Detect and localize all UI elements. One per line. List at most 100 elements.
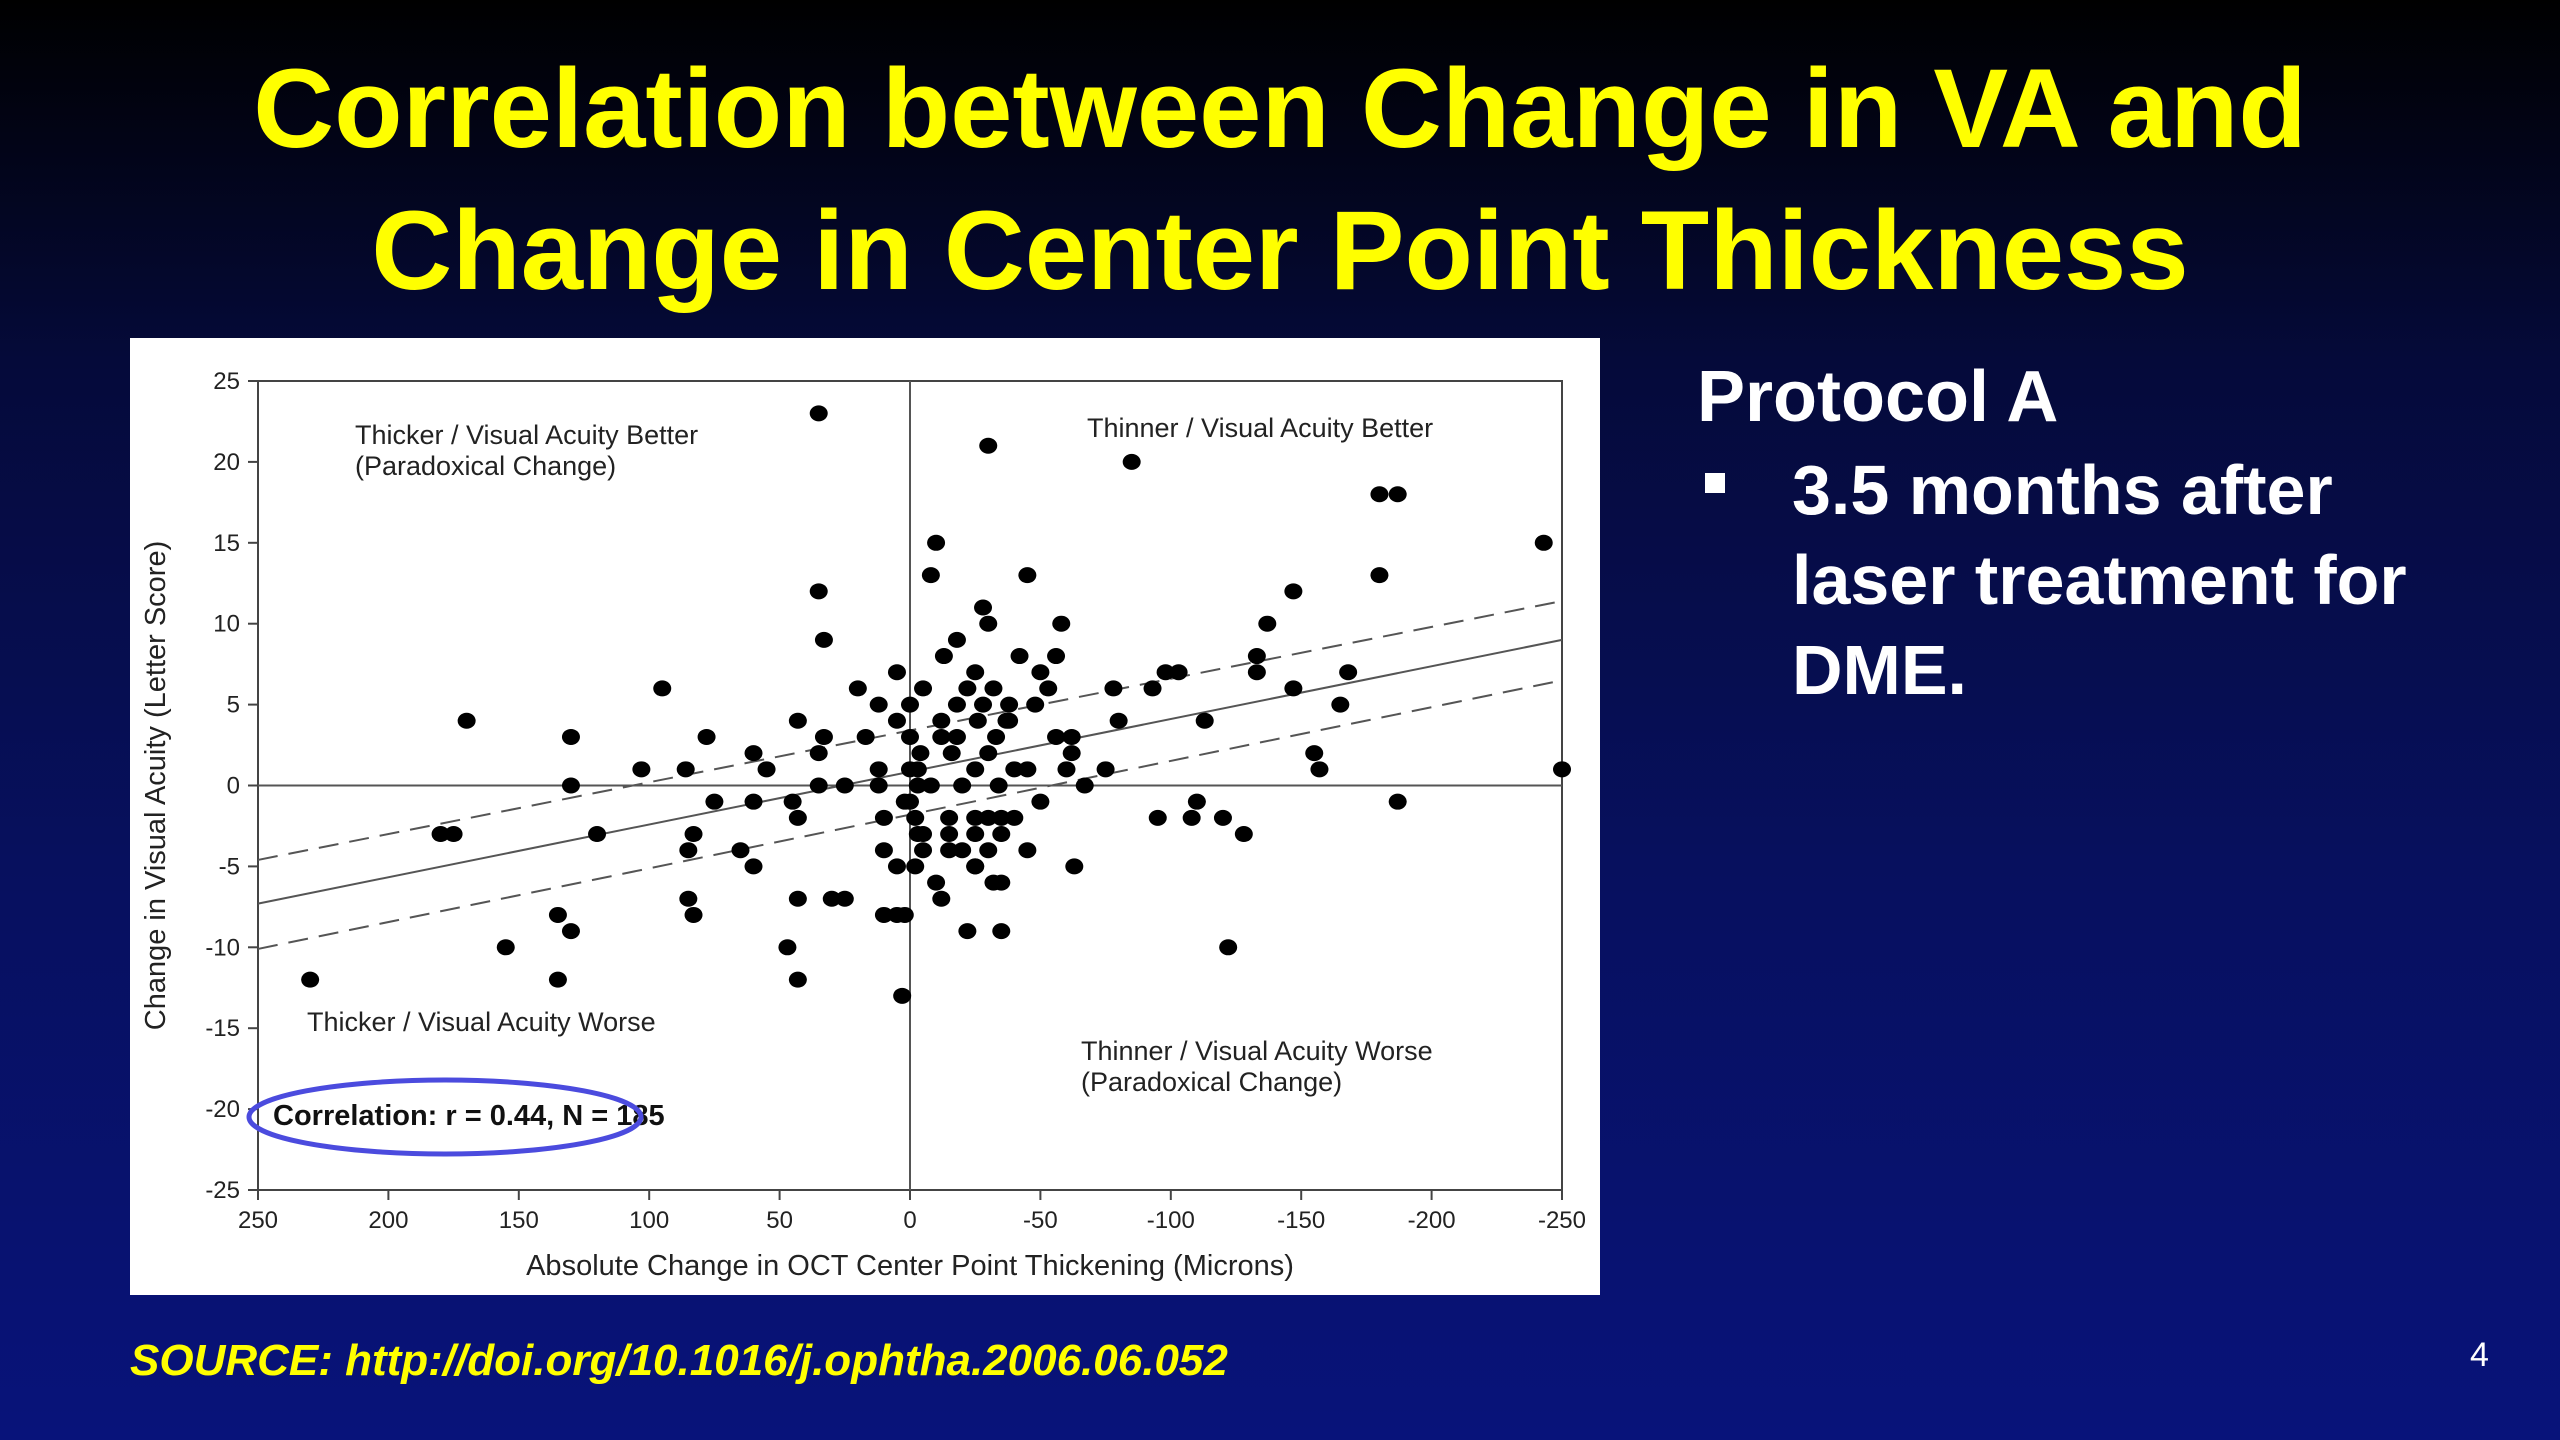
data-point — [679, 890, 698, 907]
data-point — [835, 777, 854, 794]
data-point — [1018, 761, 1037, 778]
data-point — [1284, 680, 1303, 697]
data-point — [731, 842, 750, 859]
data-point — [632, 761, 651, 778]
x-tick-label: 100 — [629, 1207, 669, 1234]
x-tick-label: 150 — [499, 1207, 539, 1234]
data-point — [968, 712, 987, 729]
data-point — [908, 826, 927, 843]
data-point — [940, 842, 959, 859]
data-point — [895, 906, 914, 923]
x-axis-label: Absolute Change in OCT Center Point Thic… — [526, 1250, 1294, 1282]
data-point — [778, 939, 797, 956]
data-point — [984, 680, 1003, 697]
correlation-annotation: Correlation: r = 0.44, N = 185 — [273, 1100, 665, 1132]
data-point — [947, 728, 966, 745]
y-tick-label: 20 — [213, 449, 240, 476]
data-point — [1156, 664, 1175, 681]
data-point — [1018, 567, 1037, 584]
data-point — [788, 890, 807, 907]
title-line-1: Correlation between Change in VA and — [253, 46, 2307, 171]
data-point — [788, 971, 807, 988]
data-point — [1247, 664, 1266, 681]
data-point — [744, 745, 763, 762]
data-point — [979, 745, 998, 762]
data-point — [783, 793, 802, 810]
data-point — [966, 809, 985, 826]
data-point — [934, 648, 953, 665]
data-point — [814, 728, 833, 745]
data-point — [979, 809, 998, 826]
data-point — [992, 874, 1011, 891]
data-point — [431, 826, 450, 843]
data-point — [901, 696, 919, 713]
x-tick-label: -100 — [1147, 1207, 1195, 1234]
data-point — [921, 777, 940, 794]
data-point — [874, 906, 893, 923]
data-point — [1018, 842, 1037, 859]
data-point — [809, 583, 828, 600]
quadrant-label-bottom-left: Thicker / Visual Acuity Worse — [307, 1007, 656, 1037]
slide-title: Correlation between Change in VA and Cha… — [0, 38, 2560, 322]
data-point — [1388, 486, 1407, 503]
data-point — [676, 761, 695, 778]
data-point — [947, 631, 966, 648]
quadrant-label-bottom-right: Thinner / Visual Acuity Worse — [1081, 1036, 1433, 1066]
data-point — [932, 712, 951, 729]
data-point — [1122, 453, 1141, 470]
x-tick-label: 250 — [238, 1207, 278, 1234]
data-point — [457, 712, 476, 729]
quadrant-label-top-left: (Paradoxical Change) — [355, 451, 616, 481]
data-point — [1047, 728, 1066, 745]
data-point — [1039, 680, 1058, 697]
data-point — [1370, 486, 1389, 503]
x-tick-label: 0 — [903, 1207, 916, 1234]
bullet-text: 3.5 months after laser treatment for DME… — [1792, 451, 2407, 709]
data-point — [958, 923, 977, 940]
data-point — [561, 728, 580, 745]
scatter-chart: 250 200 150 100 50 0 -50 -100 -150 -200 -250 25 20 15… — [130, 338, 1600, 1295]
x-tick-label: 200 — [368, 1207, 408, 1234]
data-point — [822, 890, 841, 907]
data-point — [444, 826, 463, 843]
correlation-highlight-ellipse — [246, 1077, 644, 1157]
data-point — [1000, 696, 1019, 713]
data-point — [705, 793, 724, 810]
data-point — [679, 842, 698, 859]
data-point — [979, 437, 998, 454]
x-tick-label: -150 — [1277, 1207, 1325, 1234]
y-tick-label: 10 — [213, 611, 240, 638]
data-point — [1169, 664, 1188, 681]
data-point — [1258, 615, 1277, 632]
data-point — [548, 906, 567, 923]
data-point — [966, 826, 985, 843]
data-point — [893, 987, 912, 1004]
data-point — [848, 680, 867, 697]
data-point — [992, 826, 1011, 843]
data-point — [1047, 648, 1066, 665]
y-tick-label: -15 — [205, 1015, 240, 1042]
data-point — [966, 664, 985, 681]
data-point — [1104, 680, 1123, 697]
data-point — [942, 745, 961, 762]
data-point — [757, 761, 776, 778]
data-point — [809, 777, 828, 794]
data-point — [1010, 648, 1029, 665]
data-point — [1388, 793, 1407, 810]
data-point — [1247, 648, 1266, 665]
data-point — [1148, 809, 1167, 826]
data-point — [856, 728, 875, 745]
data-point — [987, 728, 1006, 745]
data-point — [1182, 809, 1201, 826]
data-point — [1075, 777, 1094, 794]
data-point — [1187, 793, 1206, 810]
square-bullet-icon — [1705, 473, 1725, 493]
data-point — [301, 971, 320, 988]
data-point — [653, 680, 672, 697]
quadrant-label-top-left: Thicker / Visual Acuity Better — [355, 420, 698, 450]
scatter-chart-svg: 250 200 150 100 50 0 -50 -100 -150 -200 -250252015… — [140, 368, 1586, 1282]
x-tick-label: 50 — [766, 1207, 793, 1234]
data-point — [835, 890, 854, 907]
data-point — [1331, 696, 1350, 713]
data-point — [1553, 761, 1571, 778]
